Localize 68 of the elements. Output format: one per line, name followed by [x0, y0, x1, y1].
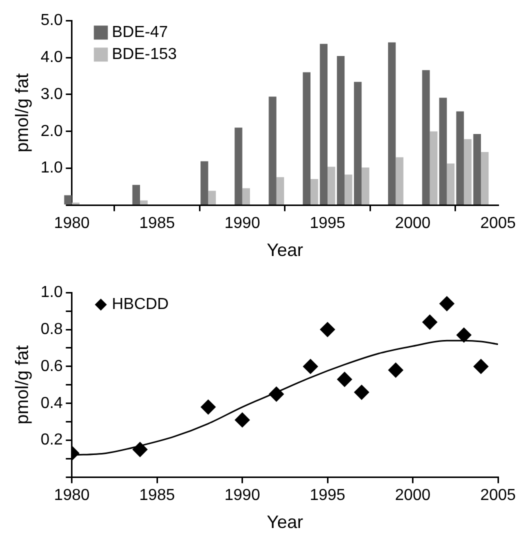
point: [388, 362, 404, 378]
y-tick-label: 3.0: [40, 86, 63, 103]
bar: [344, 174, 352, 204]
bar: [328, 166, 336, 204]
bar: [242, 188, 250, 204]
point: [439, 296, 454, 312]
legend-label: BDE-47: [112, 24, 168, 42]
x-tick-label: 1995: [310, 487, 346, 504]
x-tick-label: 1995: [310, 215, 346, 232]
point: [132, 442, 148, 458]
x-tick-label: 1980: [54, 215, 90, 232]
x-axis-title: Year: [266, 512, 304, 532]
y-tick-label: 4.0: [40, 48, 63, 66]
y-tick-label: 0.8: [40, 320, 63, 338]
bar: [464, 139, 472, 204]
y-tick-label: 0.2: [40, 432, 63, 449]
bar: [320, 44, 328, 204]
x-tick-label: 1990: [224, 487, 260, 504]
x-tick-label: 2005: [480, 215, 516, 232]
bar: [430, 131, 438, 204]
bar: [234, 128, 242, 204]
x-axis-title: Year: [266, 240, 304, 260]
point: [200, 400, 216, 415]
bar: [310, 178, 318, 204]
bar: [456, 111, 464, 204]
point: [320, 322, 336, 338]
bar: [132, 184, 140, 204]
x-tick-label: 2000: [394, 215, 431, 232]
y-tick-label: 0.4: [40, 394, 63, 412]
bar: [354, 82, 362, 204]
bar: [208, 190, 216, 204]
bar: [473, 134, 481, 204]
bar: [140, 200, 148, 204]
y-tick-label: 0.6: [40, 358, 63, 375]
point: [337, 372, 352, 387]
bar: [276, 177, 284, 204]
bar: [439, 98, 447, 204]
y-axis-title: pmol/g fat: [12, 73, 32, 152]
bar: [268, 96, 276, 204]
bar: [388, 42, 396, 204]
x-tick-label: 2005: [480, 487, 516, 504]
y-tick-label: 5.0: [40, 12, 63, 30]
point: [456, 328, 472, 343]
legend-label: BDE-153: [112, 46, 177, 64]
y-tick-label: 2.0: [40, 122, 63, 140]
point: [234, 412, 250, 428]
point: [473, 358, 488, 374]
point: [422, 314, 438, 330]
legend-label: HBCDD: [112, 296, 169, 314]
y-axis-title: pmol/g fat: [12, 345, 32, 424]
bar: [396, 157, 404, 204]
bar: [422, 70, 430, 204]
point: [302, 358, 318, 374]
x-tick-label: 1985: [139, 487, 175, 504]
x-tick-label: 1980: [54, 487, 90, 504]
point: [268, 386, 284, 402]
x-tick-label: 2000: [394, 487, 431, 504]
bar: [336, 56, 345, 204]
x-tick-label: 1990: [224, 215, 260, 232]
bar: [200, 161, 208, 204]
point: [354, 384, 370, 400]
bar: [480, 152, 489, 204]
bar: [362, 168, 370, 204]
y-tick-label: 1.0: [40, 160, 63, 177]
y-tick-label: 1.0: [40, 284, 63, 302]
x-tick-label: 1985: [139, 215, 175, 232]
bar: [302, 72, 310, 204]
bar: [446, 163, 455, 204]
